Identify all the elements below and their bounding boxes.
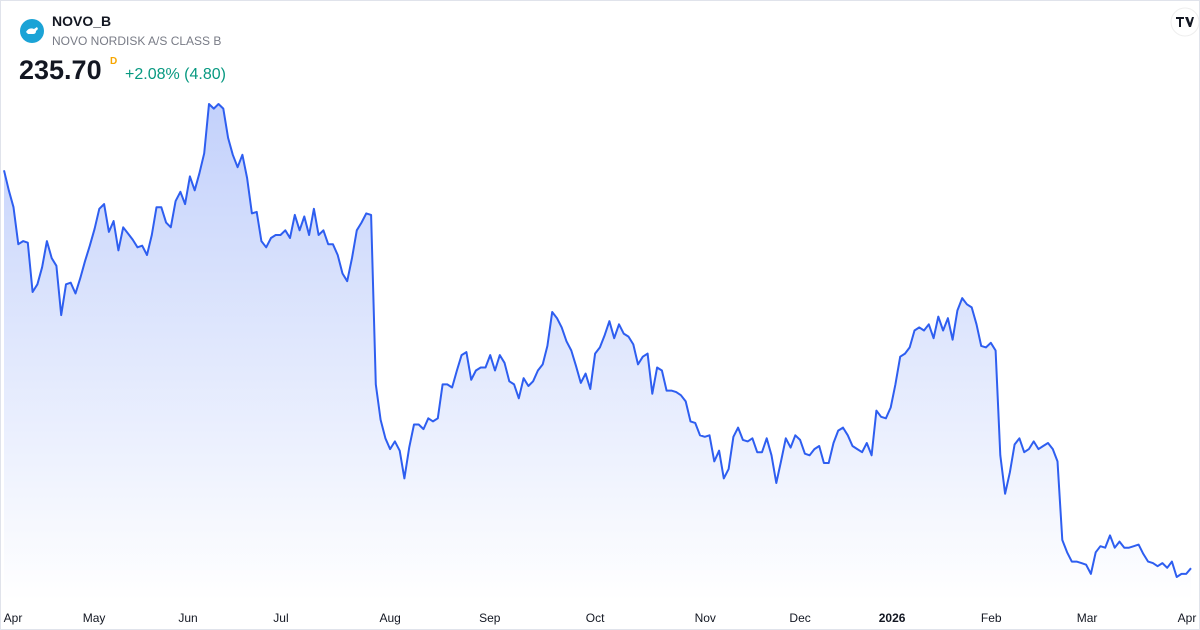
x-tick-label: Aug — [379, 611, 400, 625]
price-change: +2.08% (4.80) — [125, 66, 226, 83]
x-tick-label: Jun — [178, 611, 197, 625]
company-name: NOVO NORDISK A/S CLASS B — [52, 34, 222, 48]
price-line — [3, 103, 1192, 578]
tv-logo[interactable] — [1170, 7, 1199, 37]
logo — [20, 19, 44, 43]
price: 235.70 — [19, 55, 102, 85]
x-tick-label: Oct — [586, 611, 605, 625]
x-tick-label: May — [83, 611, 106, 625]
area-fill — [4, 104, 1191, 601]
x-tick-label: Jul — [273, 611, 288, 625]
x-tick-label: Mar — [1077, 611, 1098, 625]
x-tick-label: 2026 — [879, 611, 906, 625]
x-tick-label: Nov — [695, 611, 716, 625]
symbol: NOVO_B — [52, 13, 112, 29]
x-tick-label: Apr — [4, 611, 23, 625]
x-tick-label: Sep — [479, 611, 501, 625]
x-tick-label: Dec — [789, 611, 810, 625]
x-tick-label: Feb — [981, 611, 1002, 625]
price-flag: D — [110, 56, 118, 67]
x-tick-label: Apr — [1178, 611, 1197, 625]
